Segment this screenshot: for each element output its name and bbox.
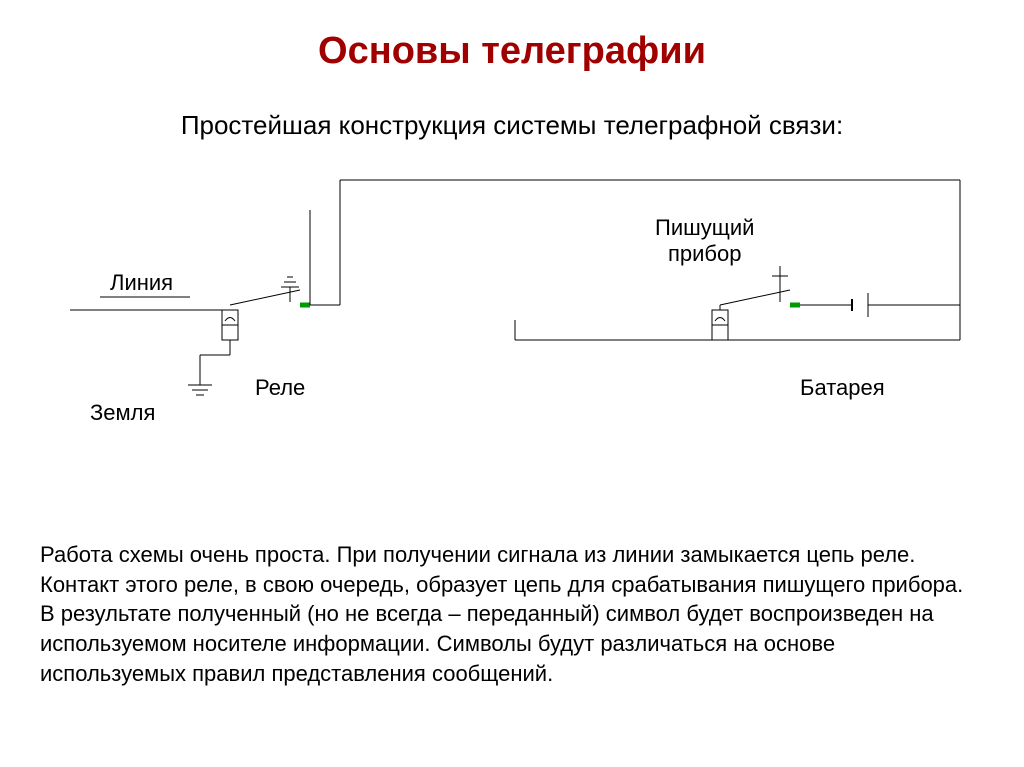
subtitle: Простейшая конструкция системы телеграфн… (0, 110, 1024, 141)
slide: Основы телеграфии Простейшая конструкция… (0, 0, 1024, 767)
label-line: Линия (110, 270, 173, 296)
label-writer-2: прибор (668, 241, 742, 266)
label-battery: Батарея (800, 375, 885, 401)
label-relay: Реле (255, 375, 305, 401)
body-text: Работа схемы очень проста. При получении… (40, 540, 984, 688)
label-writer-1: Пишущий (655, 215, 754, 240)
label-ground: Земля (90, 400, 155, 426)
label-writer: Пишущий прибор (655, 215, 754, 267)
telegraph-diagram: Линия Земля Реле Пишущий прибор Батарея (40, 160, 984, 480)
page-title: Основы телеграфии (0, 30, 1024, 73)
diagram-svg (40, 160, 984, 480)
